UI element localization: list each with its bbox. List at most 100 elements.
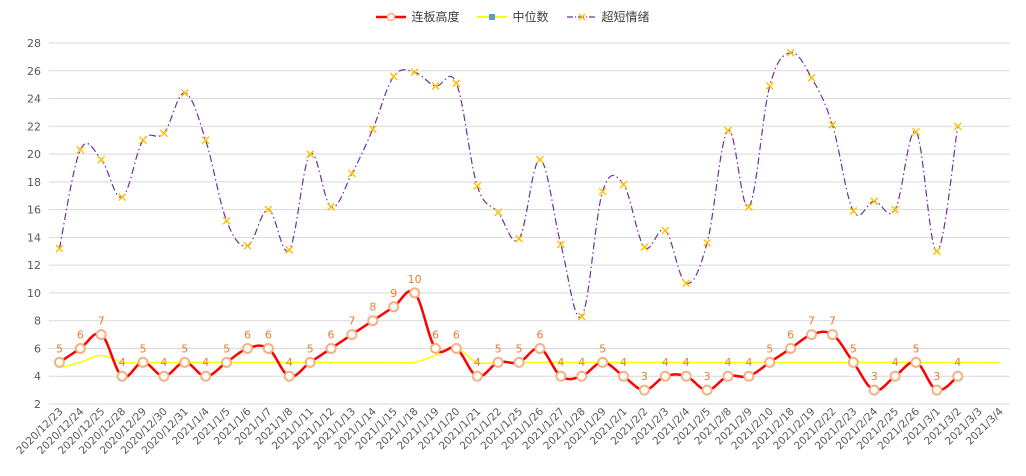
- lianban-point: [471, 370, 483, 382]
- lianban-point: [221, 356, 233, 368]
- lianban-point: [95, 329, 107, 341]
- lianban-data-label: 4: [557, 356, 564, 369]
- y-tick-label: 20: [27, 148, 41, 161]
- lianban-point: [952, 370, 964, 382]
- lianban-data-label: 3: [641, 370, 648, 383]
- lianban-data-label: 6: [77, 328, 84, 341]
- lianban-data-label: 3: [704, 370, 711, 383]
- y-tick-label: 8: [34, 315, 41, 328]
- lianban-data-label: 6: [787, 328, 794, 341]
- series-line-sentiment: [58, 52, 959, 319]
- lianban-point: [576, 370, 588, 382]
- lianban-data-label: 9: [390, 287, 397, 300]
- sentiment-point: [473, 182, 482, 191]
- sentiment-point: [139, 136, 148, 145]
- lianban-point: [868, 384, 880, 396]
- sentiment-point: [118, 193, 127, 202]
- sentiment-point: [368, 125, 377, 134]
- sentiment-point: [306, 150, 315, 159]
- lianban-data-label: 4: [954, 356, 961, 369]
- sentiment-point: [723, 126, 732, 135]
- lianban-data-label: 6: [453, 328, 460, 341]
- series-line-lianban: [58, 289, 959, 392]
- lianban-point: [513, 356, 525, 368]
- sentiment-point: [786, 48, 795, 57]
- lianban-point: [785, 342, 797, 354]
- legend-label-lianban: 连板高度: [411, 10, 460, 24]
- lianban-point: [555, 370, 567, 382]
- sentiment-point: [452, 79, 461, 88]
- lianban-point: [304, 356, 316, 368]
- sentiment-point: [661, 226, 670, 235]
- sentiment-point: [347, 169, 356, 178]
- sentiment-point: [953, 122, 962, 131]
- sentiment-point: [703, 238, 712, 247]
- sentiment-point: [744, 202, 753, 211]
- sentiment-point: [389, 72, 398, 81]
- lianban-point: [158, 370, 170, 382]
- lianban-point: [889, 370, 901, 382]
- y-tick-label: 16: [27, 204, 41, 217]
- lianban-data-label: 5: [223, 342, 230, 355]
- lianban-data-label: 4: [683, 356, 690, 369]
- sentiment-point: [410, 68, 419, 77]
- lianban-point: [597, 356, 609, 368]
- lianban-data-label: 6: [536, 328, 543, 341]
- lianban-data-label: 7: [348, 315, 355, 328]
- lianban-point: [262, 342, 274, 354]
- sentiment-point: [264, 205, 273, 214]
- lianban-data-label: 5: [850, 342, 857, 355]
- sentiment-point: [807, 73, 816, 82]
- sentiment-point: [828, 120, 837, 129]
- lianban-data-label: 4: [620, 356, 627, 369]
- lianban-data-label: 4: [745, 356, 752, 369]
- lianban-data-label: 5: [912, 342, 919, 355]
- lianban-data-label: 6: [244, 328, 251, 341]
- lianban-point: [806, 329, 818, 341]
- lianban-data-label: 6: [432, 328, 439, 341]
- lianban-data-label: 3: [871, 370, 878, 383]
- lianban-data-label: 4: [662, 356, 669, 369]
- lianban-data-label: 5: [766, 342, 773, 355]
- sentiment-point: [285, 245, 294, 254]
- lianban-data-label: 4: [578, 356, 585, 369]
- lianban-point: [346, 329, 358, 341]
- lianban-point: [325, 342, 337, 354]
- lianban-point: [826, 329, 838, 341]
- y-tick-label: 14: [27, 231, 41, 244]
- sentiment-point: [431, 82, 440, 91]
- lianban-data-label: 7: [98, 315, 105, 328]
- sentiment-point: [201, 136, 210, 145]
- y-tick-label: 2: [34, 398, 41, 411]
- sentiment-point: [55, 244, 64, 253]
- y-tick-label: 22: [27, 120, 41, 133]
- sentiment-point: [97, 155, 106, 164]
- sentiment-point: [327, 202, 336, 211]
- sentiment-point: [932, 247, 941, 256]
- lianban-point: [137, 356, 149, 368]
- legend-item-median: 中位数: [477, 8, 549, 25]
- lianban-point: [743, 370, 755, 382]
- lianban-point: [618, 370, 630, 382]
- lianban-data-label: 4: [286, 356, 293, 369]
- lianban-data-label: 5: [56, 342, 63, 355]
- legend-line-lianban-icon: [376, 12, 407, 21]
- lianban-point: [931, 384, 943, 396]
- y-tick-label: 10: [27, 287, 41, 300]
- lianban-data-label: 4: [474, 356, 481, 369]
- lianban-point: [74, 342, 86, 354]
- lianban-data-label: 4: [160, 356, 167, 369]
- lianban-point: [367, 315, 379, 327]
- lianban-data-label: 4: [892, 356, 899, 369]
- lianban-point: [241, 342, 253, 354]
- y-tick-label: 6: [34, 342, 41, 355]
- y-tick-label: 4: [34, 370, 41, 383]
- lianban-data-label: 7: [808, 315, 815, 328]
- lianban-point: [53, 356, 65, 368]
- sentiment-point: [640, 243, 649, 252]
- sentiment-point: [515, 234, 524, 243]
- sentiment-point: [870, 197, 879, 206]
- legend-line-sentiment-icon: [566, 12, 597, 21]
- y-tick-label: 28: [27, 37, 41, 50]
- lianban-point: [116, 370, 128, 382]
